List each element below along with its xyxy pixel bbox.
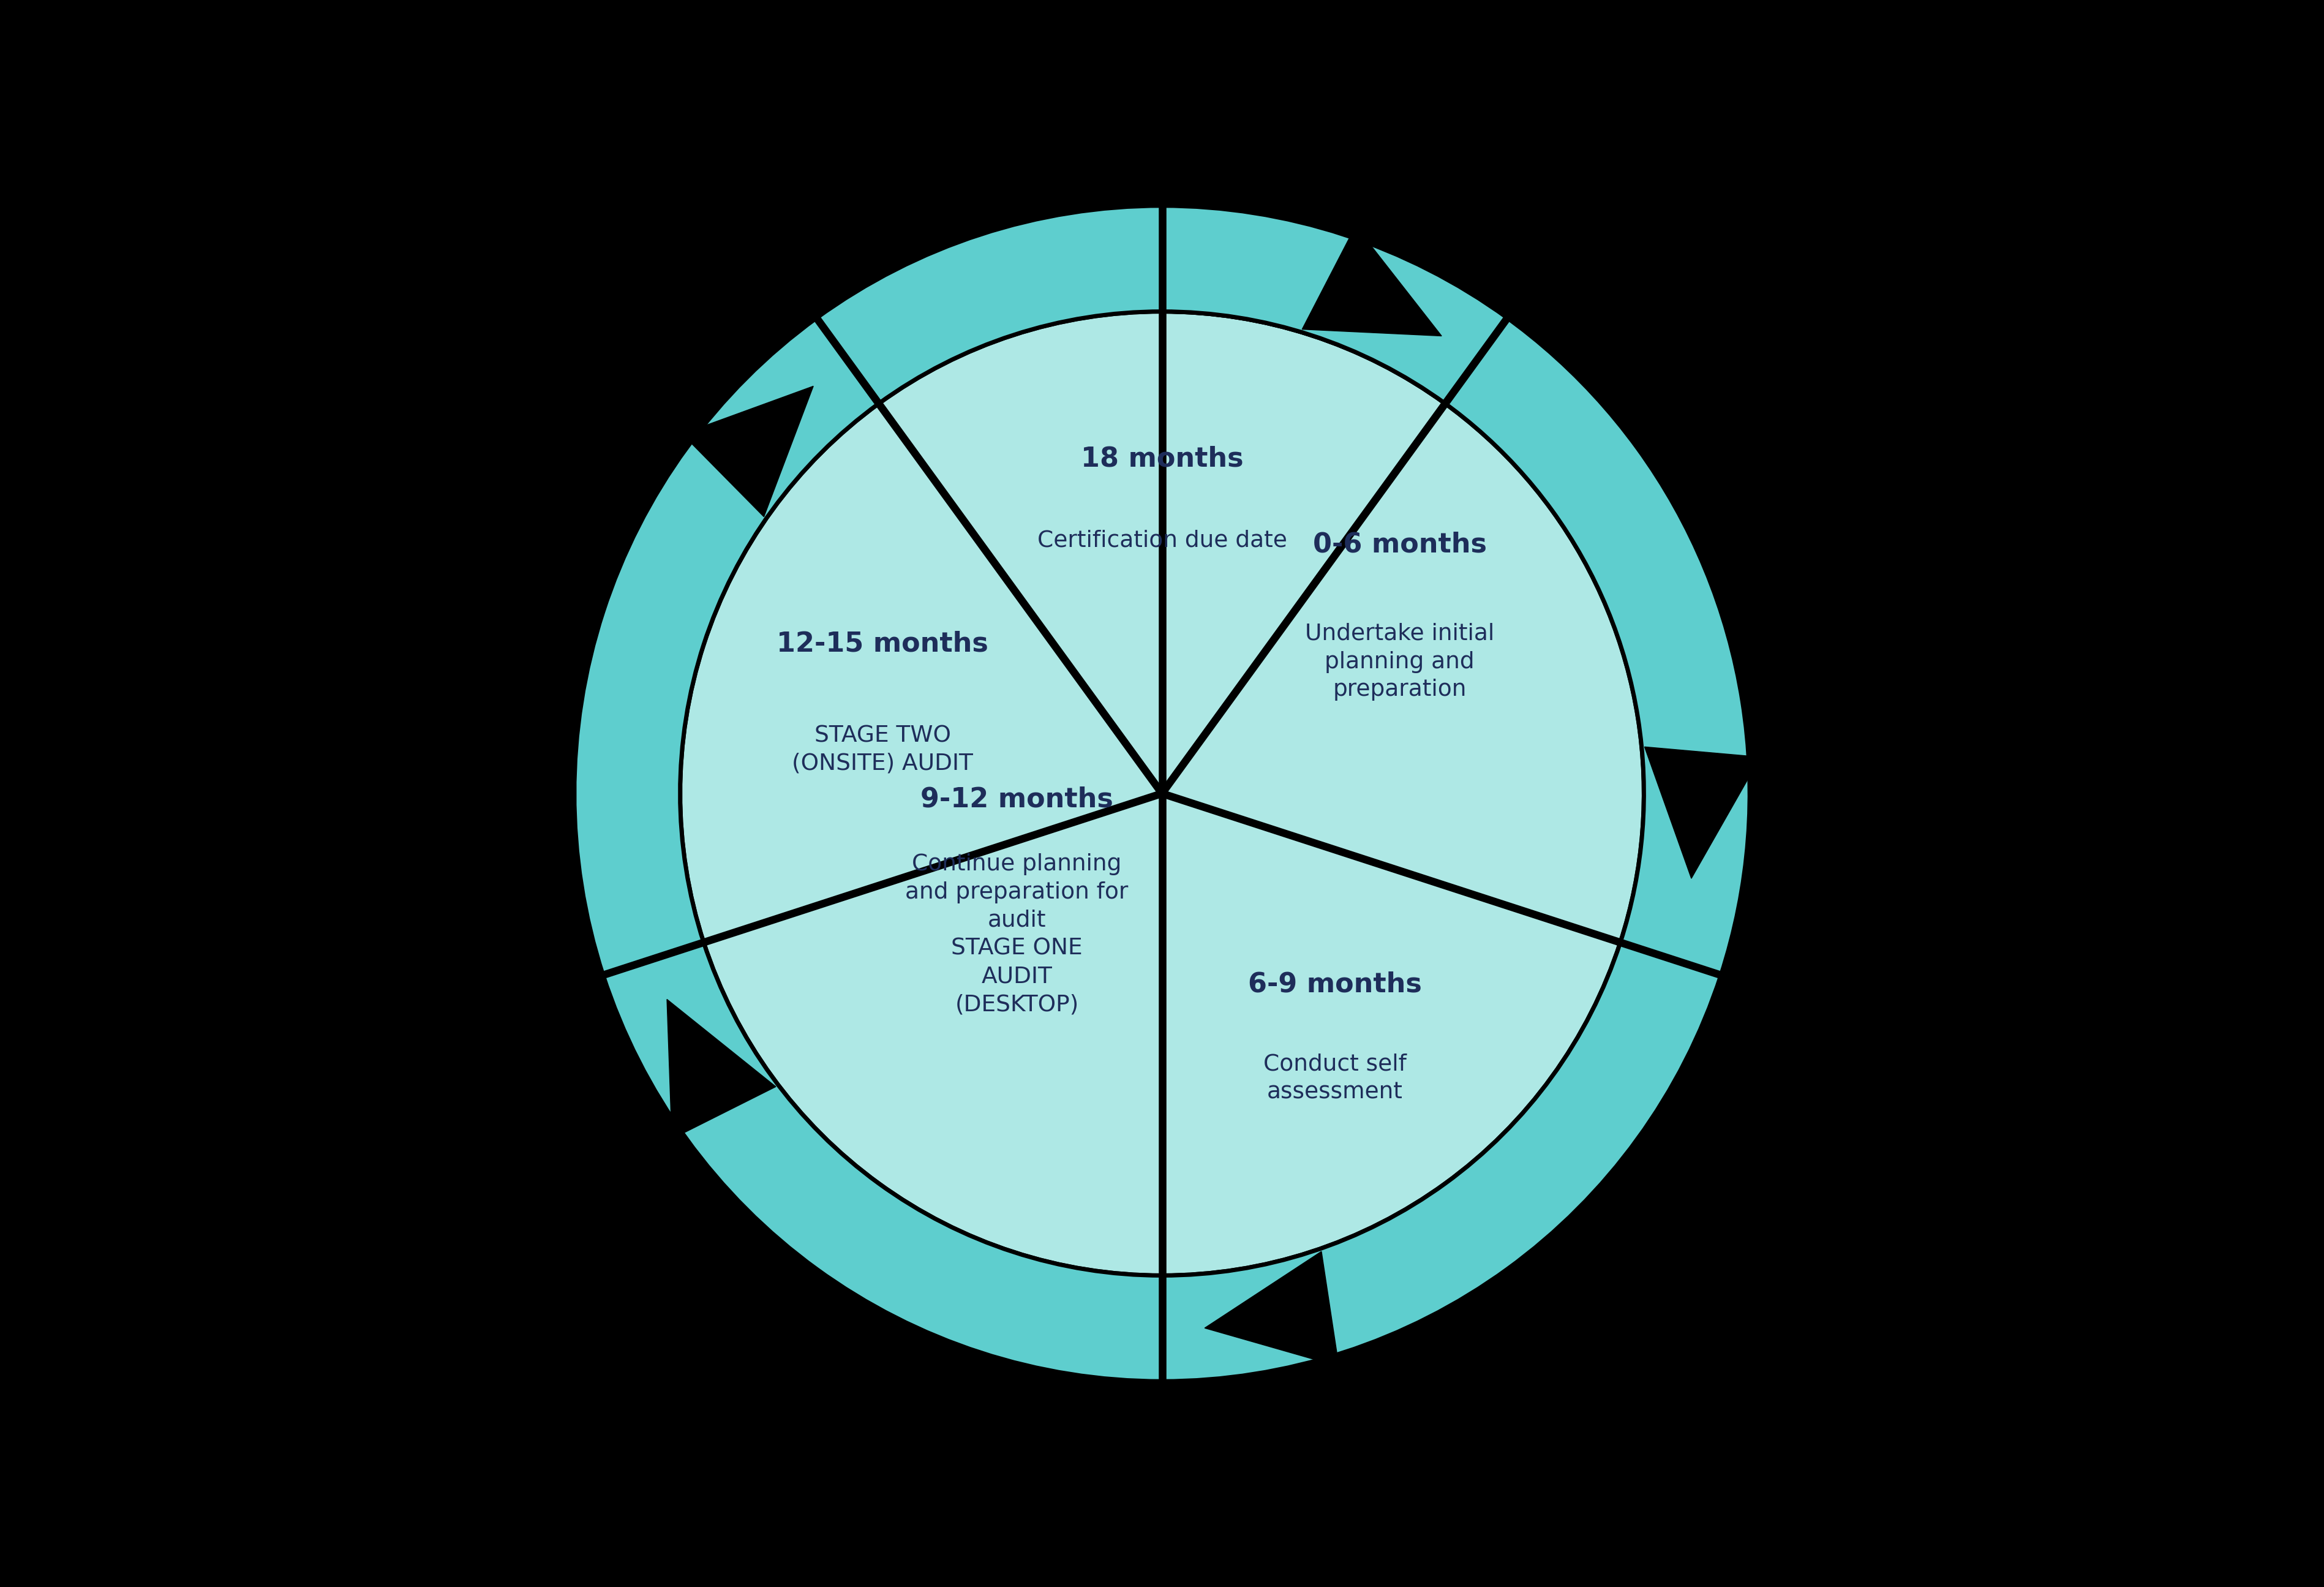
Text: Conduct self
assessment: Conduct self assessment xyxy=(1264,1054,1406,1103)
Text: 12-15 months: 12-15 months xyxy=(776,630,988,657)
Wedge shape xyxy=(1162,311,1643,943)
Text: 9-12 months: 9-12 months xyxy=(920,786,1113,813)
Wedge shape xyxy=(604,943,1162,1381)
Wedge shape xyxy=(1162,943,1720,1381)
Wedge shape xyxy=(704,794,1162,1276)
Text: Undertake initial
planning and
preparation: Undertake initial planning and preparati… xyxy=(1306,622,1494,701)
Wedge shape xyxy=(878,311,1446,794)
Wedge shape xyxy=(1162,794,1620,1276)
Wedge shape xyxy=(574,317,878,974)
Text: Certification due date: Certification due date xyxy=(1037,530,1287,552)
Text: 0-6 months: 0-6 months xyxy=(1313,532,1487,557)
Text: 6-9 months: 6-9 months xyxy=(1248,971,1422,997)
Polygon shape xyxy=(1645,747,1762,879)
Wedge shape xyxy=(1162,206,1750,974)
Polygon shape xyxy=(1204,1252,1339,1366)
Polygon shape xyxy=(667,1000,776,1139)
Text: Continue planning
and preparation for
audit
STAGE ONE
AUDIT
(DESKTOP): Continue planning and preparation for au… xyxy=(906,854,1129,1016)
Polygon shape xyxy=(1301,225,1441,336)
Text: STAGE TWO
(ONSITE) AUDIT: STAGE TWO (ONSITE) AUDIT xyxy=(792,725,974,774)
Wedge shape xyxy=(816,206,1508,403)
Polygon shape xyxy=(683,386,813,517)
Wedge shape xyxy=(681,403,1162,943)
Text: 18 months: 18 months xyxy=(1081,446,1243,471)
